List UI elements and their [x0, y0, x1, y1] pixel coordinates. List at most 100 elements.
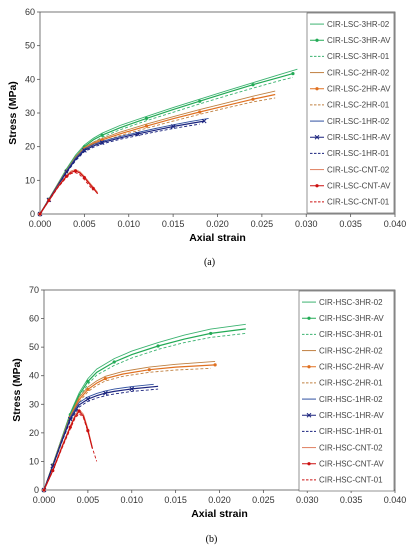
legend-label: CIR-LSC-CNT-01: [327, 198, 390, 207]
data-point: [251, 83, 255, 87]
y-tick-label: 40: [29, 371, 39, 381]
data-point: [103, 390, 108, 396]
y-tick-label: 10: [25, 175, 35, 185]
data-point: [198, 99, 202, 103]
data-point: [129, 386, 135, 392]
series-line: [39, 76, 294, 215]
data-point: [91, 186, 95, 191]
y-tick-label: 30: [25, 108, 35, 118]
y-tick-label: 20: [29, 428, 39, 438]
legend-label: CIR-LSC-1HR-01: [327, 149, 390, 158]
data-point: [73, 169, 78, 173]
x-axis-label: Axial strain: [189, 232, 246, 244]
y-axis-label: Stress (MPa): [7, 81, 19, 145]
series-cir-hsc-2hr-av: [42, 363, 217, 492]
y-tick-label: 10: [29, 456, 39, 466]
legend-label: CIR-HSC-2HR-02: [319, 346, 383, 355]
legend-marker: [315, 87, 319, 91]
data-point: [156, 344, 160, 348]
series-cir-lsc-cnt-01: [39, 172, 94, 215]
data-point: [198, 110, 202, 114]
x-tick-label: 0.030: [295, 219, 318, 229]
y-tick-label: 50: [25, 41, 35, 51]
legend-label: CIR-HSC-CNT-01: [319, 476, 383, 485]
legend-label: CIR-HSC-2HR-AV: [319, 363, 384, 372]
series-line: [43, 385, 159, 491]
legend-label: CIR-HSC-CNT-AV: [319, 460, 384, 469]
y-tick-label: 60: [29, 314, 39, 324]
data-point: [86, 428, 90, 433]
legend-marker: [315, 38, 319, 42]
y-tick-label: 30: [29, 399, 39, 409]
data-point: [100, 133, 104, 137]
legend-label: CIR-LSC-CNT-02: [327, 165, 390, 174]
legend-label: CIR-LSC-1HR-AV: [327, 133, 391, 142]
series-cir-lsc-3hr-av: [38, 72, 295, 216]
legend-label: CIR-LSC-2HR-02: [327, 68, 390, 77]
series-line: [43, 412, 98, 491]
data-point: [201, 118, 207, 124]
legend-marker: [315, 184, 319, 188]
legend-label: CIR-HSC-CNT-02: [319, 443, 383, 452]
data-point: [213, 363, 217, 367]
series-line: [39, 169, 99, 215]
series-line: [39, 73, 294, 215]
x-tick-label: 0.025: [251, 219, 274, 229]
series-line: [43, 383, 154, 491]
data-point: [67, 416, 73, 422]
panel-caption: (a): [204, 257, 215, 268]
x-axis-label: Axial strain: [191, 508, 248, 520]
panel-caption: (b): [206, 534, 218, 545]
legend-marker: [307, 365, 311, 369]
legend-label: CIR-HSC-2HR-01: [319, 379, 383, 388]
legend-label: CIR-LSC-2HR-AV: [327, 85, 391, 94]
data-point: [103, 376, 108, 381]
series-line: [39, 172, 94, 215]
series-cir-lsc-3hr-02: [39, 68, 298, 215]
legend-marker: [306, 412, 312, 418]
chart-panel-b: 0.000 0.005 0.010 0.015 0.020 0.025 0.030 0.035…: [11, 285, 406, 545]
data-point: [86, 387, 90, 392]
data-point: [77, 409, 81, 413]
legend-label: CIR-HSC-1HR-01: [319, 427, 383, 436]
x-tick-label: 0.040: [384, 495, 407, 505]
x-tick-label: 0.020: [206, 219, 229, 229]
x-tick-label: 0.020: [208, 495, 231, 505]
x-tick-label: 0.025: [252, 495, 275, 505]
legend-label: CIR-LSC-3HR-AV: [327, 36, 391, 45]
data-point: [170, 124, 176, 129]
data-point: [251, 97, 255, 101]
data-point: [291, 72, 295, 76]
y-tick-label: 0: [34, 485, 39, 495]
legend-marker: [307, 316, 311, 320]
data-point: [82, 148, 87, 153]
x-tick-label: 0.005: [73, 219, 96, 229]
x-tick-label: 0.000: [33, 495, 56, 505]
legend-label: CIR-HSC-1HR-02: [319, 395, 383, 404]
series-cir-hsc-1hr-av: [41, 385, 159, 493]
data-point: [209, 331, 213, 336]
series-line: [39, 90, 276, 215]
data-point: [144, 124, 149, 128]
y-tick-label: 0: [30, 209, 35, 219]
legend: CIR-LSC-3HR-02 CIR-LSC-3HR-AV CIR-LSC-3HR-…: [306, 12, 395, 214]
y-tick-label: 60: [25, 7, 35, 17]
legend-label: CIR-LSC-3HR-02: [327, 20, 390, 29]
legend-label: CIR-LSC-2HR-01: [327, 101, 390, 110]
series-line: [43, 388, 159, 491]
legend-label: CIR-LSC-3HR-01: [327, 52, 390, 61]
y-tick-label: 20: [25, 142, 35, 152]
legend-box: [306, 12, 395, 214]
series-cir-hsc-cnt-01: [43, 412, 98, 491]
series-line: [39, 68, 298, 215]
y-tick-label: 70: [29, 285, 39, 295]
series-line: [43, 410, 93, 491]
data-point: [147, 368, 151, 372]
legend-label: CIR-HSC-3HR-02: [319, 298, 383, 307]
x-tick-label: 0.035: [339, 219, 362, 229]
x-tick-label: 0.005: [77, 495, 100, 505]
x-tick-label: 0.010: [120, 495, 143, 505]
x-tick-label: 0.040: [384, 219, 407, 229]
series-line: [39, 120, 205, 215]
